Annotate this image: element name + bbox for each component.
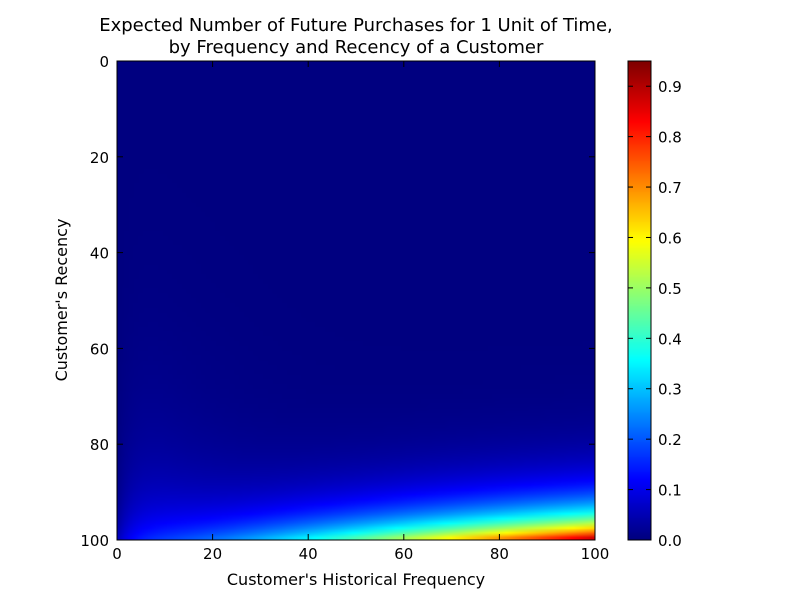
x-tick-label: 60 [394,545,413,563]
colorbar-tick-label: 0.7 [658,179,682,197]
y-tick-label: 60 [90,340,109,358]
plot-frame [116,60,596,541]
y-tick-label: 0 [99,53,109,71]
y-tick-label: 20 [90,149,109,167]
colorbar-tick-label: 0.8 [658,129,682,147]
colorbar-tick-label: 0.1 [658,482,682,500]
chart-title-line-1: Expected Number of Future Purchases for … [99,15,613,36]
colorbar-axis: 0.0 0.1 0.2 0.3 0.4 0.5 0.6 0.7 0.8 0.9 [628,78,682,550]
x-tick-label: 20 [203,545,222,563]
colorbar-tick-label: 0.5 [658,280,682,298]
y-axis-label: Customer's Recency [52,219,71,382]
y-axis: 0 20 40 60 80 100 [80,53,595,550]
y-tick-label: 80 [90,436,109,454]
colorbar-tick-label: 0.0 [658,532,682,550]
x-tick-label: 40 [299,545,318,563]
x-axis-label: Customer's Historical Frequency [227,570,485,589]
heatmap-image [117,61,595,540]
y-tick-label: 100 [80,532,109,550]
y-tick-label: 40 [90,245,109,263]
x-tick-label: 0 [112,545,122,563]
x-tick-label: 100 [581,545,610,563]
chart-title-line-2: by Frequency and Recency of a Customer [169,37,544,58]
chart-title: Expected Number of Future Purchases for … [99,15,613,58]
x-tick-label: 80 [490,545,509,563]
colorbar-tick-label: 0.3 [658,381,682,399]
colorbar-tick-label: 0.4 [658,330,682,348]
colorbar-gradient [628,61,651,540]
colorbar-tick-label: 0.2 [658,431,682,449]
x-axis: 0 20 40 60 80 100 [112,61,609,563]
colorbar-tick-label: 0.6 [658,229,682,247]
colorbar-tick-label: 0.9 [658,78,682,96]
colorbar-frame [627,60,652,541]
